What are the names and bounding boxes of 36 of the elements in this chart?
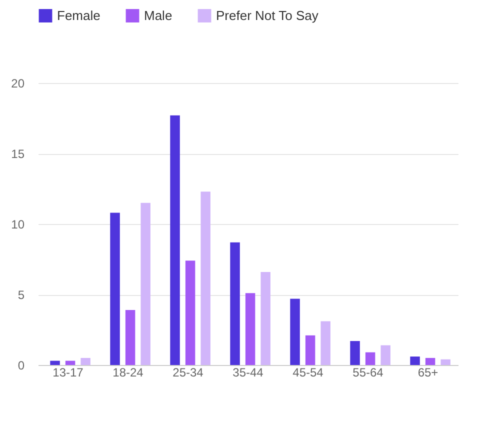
legend-label: Female [57, 8, 100, 23]
y-tick-label: 15 [11, 147, 25, 161]
bar [305, 335, 316, 365]
y-tick-label: 0 [18, 358, 25, 372]
bar [110, 212, 120, 365]
bar [350, 341, 360, 365]
bar [290, 298, 300, 365]
bar [140, 202, 150, 365]
bar [380, 345, 390, 365]
x-tick-label: 13-17 [52, 366, 84, 380]
bar [65, 360, 76, 365]
y-tick-label: 5 [18, 288, 25, 302]
legend-label: Male [144, 8, 172, 23]
bar [80, 358, 90, 365]
bar [245, 293, 256, 365]
y-tick-label: 20 [11, 76, 25, 90]
x-tick-label: 18-24 [112, 366, 144, 380]
bar [200, 192, 210, 365]
bar [260, 272, 270, 365]
bar [410, 356, 420, 365]
bar [320, 321, 330, 365]
x-tick-label: 25-34 [172, 366, 204, 380]
legend-label: Prefer Not To Say [216, 8, 319, 23]
bar [185, 260, 196, 365]
bar [425, 358, 436, 365]
bar [50, 360, 60, 365]
x-tick-label: 55-64 [352, 366, 384, 380]
bar [365, 352, 376, 365]
bar [440, 359, 450, 365]
x-tick-label: 35-44 [232, 366, 264, 380]
x-tick-label: 45-54 [292, 366, 324, 380]
bar [125, 310, 136, 365]
y-tick-label: 10 [11, 218, 25, 232]
bar [170, 115, 180, 365]
bar [230, 242, 240, 365]
x-tick-label: 65+ [418, 366, 438, 380]
